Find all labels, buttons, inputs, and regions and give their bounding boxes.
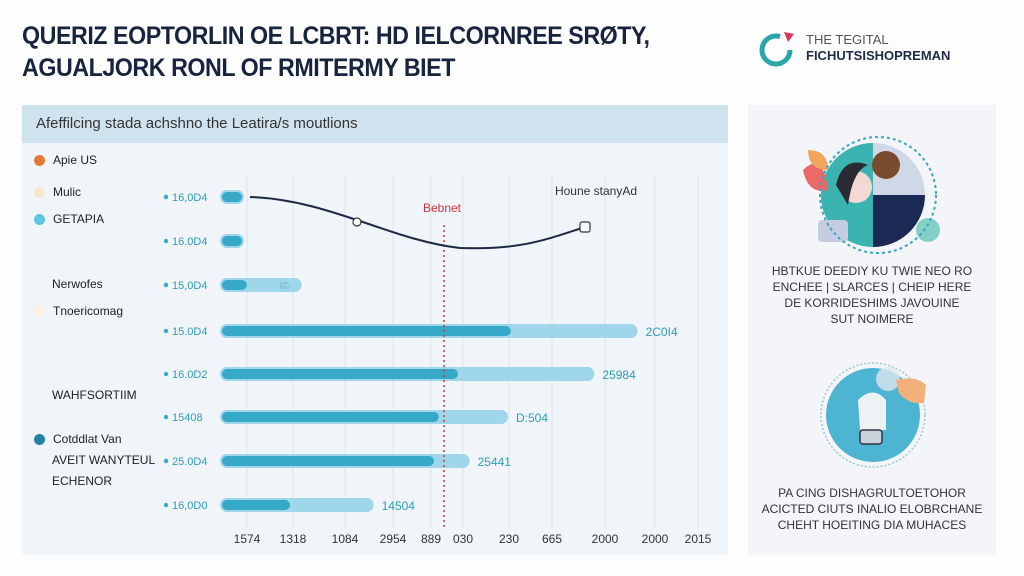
x-tick-label: 030 xyxy=(453,532,473,546)
bar-fill xyxy=(222,280,247,290)
bar-value-label: D:504 xyxy=(516,411,548,425)
legend-label: Cotddlat Van xyxy=(53,432,122,446)
category-label: 15408 xyxy=(172,412,203,424)
x-tick-label: 2015 xyxy=(685,532,712,546)
title-line-1: QUERIZ EOPTORLIN OE LCBRT: HD IELCORNREE… xyxy=(22,22,650,50)
category-label: 15,0D4 xyxy=(172,280,207,292)
category-dot-icon xyxy=(163,238,169,244)
bar-fill xyxy=(222,192,242,202)
bar-value-label: 14504 xyxy=(382,499,416,513)
chart-heading: Afeffilcing stada achshno the Leatira/s … xyxy=(22,105,728,143)
page-title: QUERIZ EOPTORLIN OE LCBRT: HD IELCORNREE… xyxy=(22,20,650,84)
trend-line xyxy=(249,196,583,250)
category-dot-icon xyxy=(163,502,169,508)
title-line-2: AGUALJORK RONL OF RMITERMY BIET xyxy=(22,54,455,82)
people-illustration-icon xyxy=(803,136,940,254)
bar-fill xyxy=(222,369,458,379)
bar-fill xyxy=(222,500,290,510)
x-tick-label: 889 xyxy=(421,532,441,546)
legend-item: Apie US xyxy=(34,153,97,167)
logo-line-1: THE TEGITAL xyxy=(806,32,889,47)
x-tick-label: 2000 xyxy=(642,532,669,546)
category-dot-icon xyxy=(163,194,169,200)
legend-item: GETAPIA xyxy=(34,212,104,226)
sidebar-panel: HBTKUE DEEDIY KU TWIE NEO RO ENCHEE | SL… xyxy=(748,105,996,555)
legend-label: Mulic xyxy=(53,185,82,199)
legend-item: WAHFSORTIIM xyxy=(52,388,137,402)
sidebar-text-2-line: ACICTED CIUTS INALIO ELOBRCHANE xyxy=(761,502,983,516)
bar-value-label: 2C0I4 xyxy=(646,325,678,339)
legend-label: Apie US xyxy=(53,153,98,167)
sidebar-text-1-line: SUT NOIMERE xyxy=(830,312,914,326)
bar-inner-label: I© xyxy=(280,281,291,292)
category-label: 16.0D2 xyxy=(172,369,207,381)
x-tick-label: 2954 xyxy=(380,532,407,546)
bar-value-label: 25984 xyxy=(602,368,636,382)
category-dot-icon xyxy=(163,282,169,288)
x-tick-label: 665 xyxy=(542,532,562,546)
legend-dot-icon xyxy=(34,433,45,445)
category-label: 16,0D4 xyxy=(172,192,207,204)
legend-item: Tnoericomag xyxy=(34,304,123,318)
category-label: 25.0D4 xyxy=(172,456,207,468)
x-tick-label: 2000 xyxy=(592,532,619,546)
bar-fill xyxy=(222,326,511,336)
legend-label: Tnoericomag xyxy=(53,304,124,318)
category-dot-icon xyxy=(163,328,169,334)
legend-item: AVEIT WANYTEUL xyxy=(52,453,155,467)
sidebar-text-1-line: ENCHEE | SLARCES | CHEIP HERE xyxy=(772,280,972,294)
category-dot-icon xyxy=(163,371,169,377)
legend-dot-icon xyxy=(34,305,45,317)
x-tick-label: 1084 xyxy=(332,532,359,546)
legend-label: ECHENOR xyxy=(52,474,113,488)
sidebar-text-1-line: HBTKUE DEEDIY KU TWIE NEO RO xyxy=(771,264,973,278)
gear-marker-icon xyxy=(352,217,362,227)
sidebar-text-1: HBTKUE DEEDIY KU TWIE NEO RO ENCHEE | SL… xyxy=(748,263,996,327)
legend-dot-icon xyxy=(34,154,45,166)
legend-label: Nerwofes xyxy=(52,277,103,291)
sidebar-text-1-line: DE KORRIDESHIMS JAVOUINE xyxy=(784,296,960,310)
category-dot-icon xyxy=(163,458,169,464)
category-label: 16,0D0 xyxy=(172,500,207,512)
person-marker-icon xyxy=(579,221,591,233)
legend-item: Nerwofes xyxy=(52,277,103,291)
legend-item: ECHENOR xyxy=(52,474,112,488)
category-label: 15.0D4 xyxy=(172,326,207,338)
legend-item: Mulic xyxy=(34,185,81,199)
bar-fill xyxy=(222,456,434,466)
sidebar-text-2: PA CING DISHAGRULTOETOHOR ACICTED CIUTS … xyxy=(748,485,996,533)
legend-dot-icon xyxy=(34,213,45,225)
logo-ring-icon xyxy=(759,32,794,67)
x-tick-label: 1318 xyxy=(280,532,307,546)
category-label: 16.0D4 xyxy=(172,236,207,248)
logo-line-2: FICHUTSISHOPREMAN xyxy=(806,48,951,63)
category-dot-icon xyxy=(163,414,169,420)
bar-fill xyxy=(222,412,439,422)
sidebar-text-2-line: PA CING DISHAGRULTOETOHOR xyxy=(778,486,966,500)
bar-fill xyxy=(222,236,242,246)
trend-label: Houne stanyAd xyxy=(555,184,637,198)
lightbulb-hand-icon xyxy=(820,362,926,468)
legend-label: WAHFSORTIIM xyxy=(52,388,137,402)
x-tick-label: 1574 xyxy=(234,532,261,546)
legend-dot-icon xyxy=(34,186,45,198)
legend-label: GETAPIA xyxy=(53,212,105,226)
bar-value-label: 25441 xyxy=(478,455,512,469)
x-tick-label: 230 xyxy=(499,532,519,546)
reference-line-label: Bebnet xyxy=(423,201,462,215)
logo: THE TEGITAL FICHUTSISHOPREMAN xyxy=(758,28,950,68)
sidebar-text-2-line: CHEHT HOEITING DIA MUHACES xyxy=(777,518,967,532)
legend-item: Cotddlat Van xyxy=(34,432,122,446)
legend-label: AVEIT WANYTEUL xyxy=(52,453,156,467)
